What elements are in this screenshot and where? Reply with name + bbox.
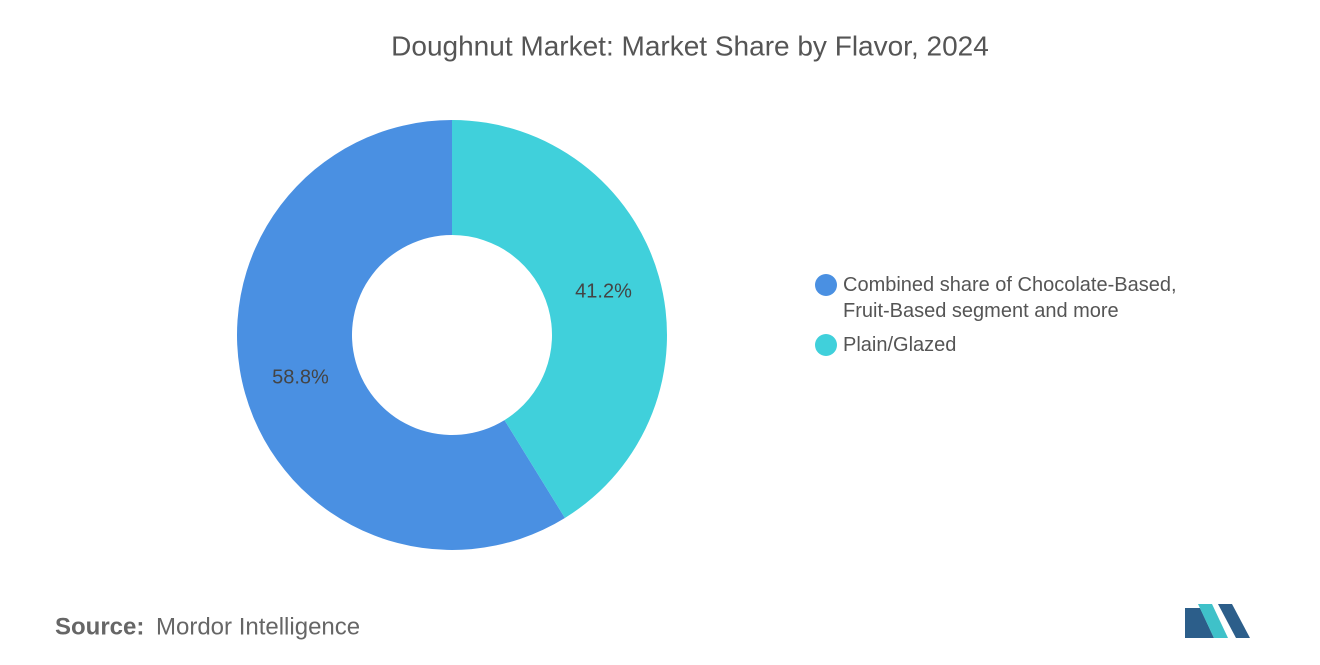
legend-label: Plain/Glazed bbox=[843, 334, 957, 356]
legend-label: Combined share of Chocolate-Based, Fruit… bbox=[843, 274, 1177, 322]
logo-part bbox=[1185, 608, 1214, 638]
chart-title: Doughnut Market: Market Share by Flavor,… bbox=[391, 30, 989, 61]
source-label: Source: bbox=[55, 613, 144, 640]
source: Mordor Intelligence bbox=[156, 613, 360, 640]
logo-part bbox=[1198, 604, 1228, 638]
slice bbox=[236, 120, 565, 550]
logo bbox=[1185, 604, 1250, 638]
legend-swatch bbox=[815, 334, 837, 356]
slice bbox=[452, 120, 667, 518]
logo-part bbox=[1218, 604, 1250, 638]
legend: Combined share of Chocolate-Based, Fruit… bbox=[815, 272, 1215, 366]
legend-swatch bbox=[815, 274, 837, 296]
legend-item: Combined share of Chocolate-Based, Fruit… bbox=[815, 272, 1215, 324]
data-label: 58.8% bbox=[272, 366, 329, 388]
data-label: 41.2% bbox=[575, 280, 632, 302]
legend-item: Plain/Glazed bbox=[815, 332, 1215, 358]
